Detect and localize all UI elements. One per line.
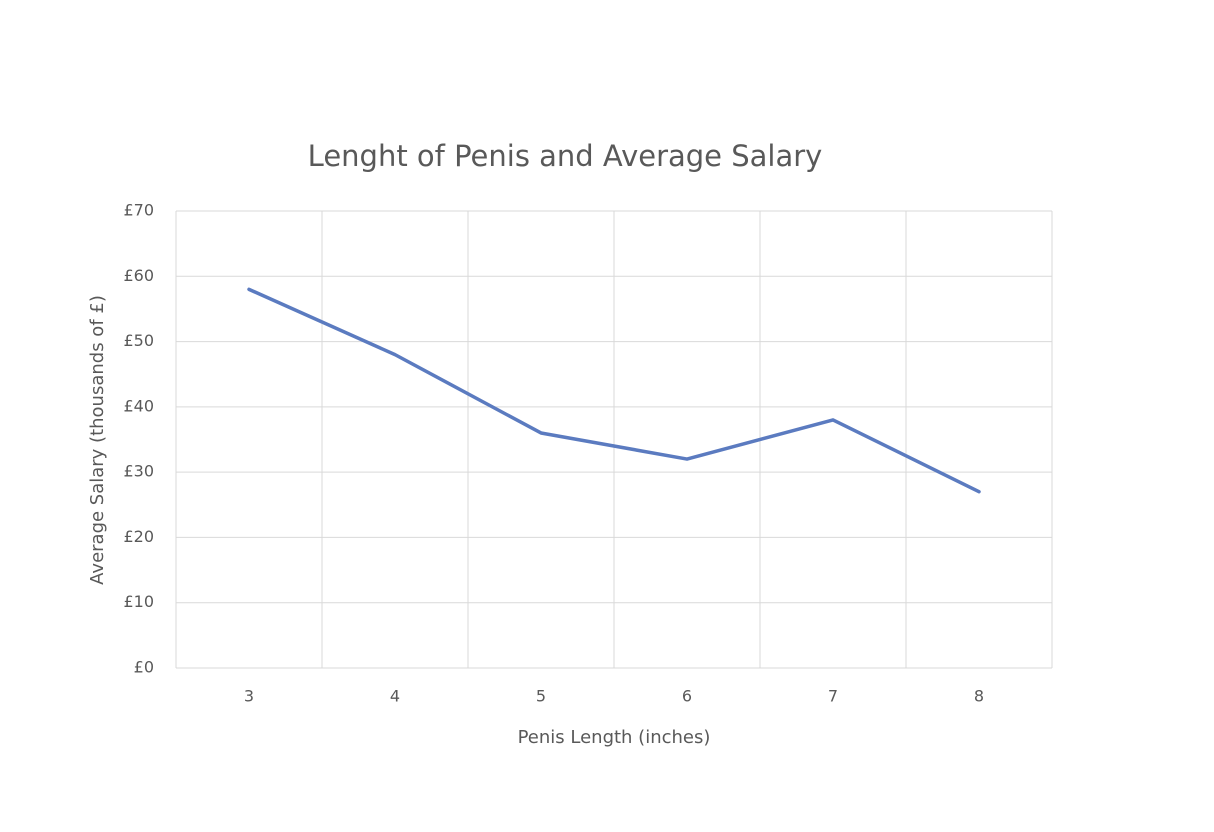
- y-tick-label: £20: [123, 527, 154, 546]
- x-tick-label: 8: [974, 687, 984, 706]
- y-tick-label: £30: [123, 462, 154, 481]
- chart-title: Lenght of Penis and Average Salary: [308, 139, 823, 173]
- y-tick-label: £0: [134, 658, 154, 677]
- x-tick-label: 6: [682, 687, 692, 706]
- y-tick-label: £50: [123, 331, 154, 350]
- y-tick-label: £70: [123, 201, 154, 220]
- y-tick-label: £40: [123, 396, 154, 415]
- y-tick-label: £60: [123, 266, 154, 285]
- x-tick-label: 4: [390, 687, 400, 706]
- x-axis-label: Penis Length (inches): [518, 727, 711, 748]
- y-axis-label: Average Salary (thousands of £): [87, 295, 108, 585]
- data-line: [247, 287, 981, 494]
- x-tick-label: 3: [244, 687, 254, 706]
- y-tick-label: £10: [123, 592, 154, 611]
- x-tick-label: 7: [828, 687, 838, 706]
- x-tick-label: 5: [536, 687, 546, 706]
